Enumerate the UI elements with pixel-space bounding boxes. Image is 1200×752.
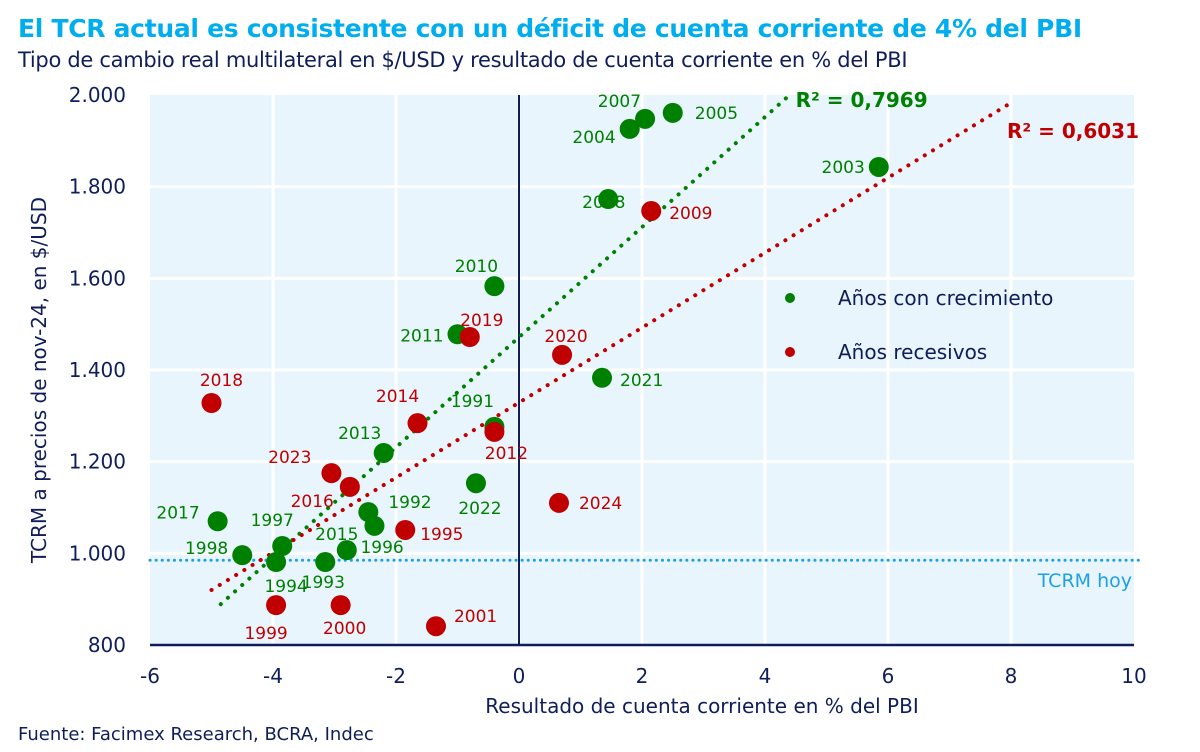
x-tick-label: -6 <box>140 664 160 688</box>
point-label-2013: 2013 <box>338 424 381 444</box>
point-label-2008: 2008 <box>582 193 625 213</box>
data-point-2012 <box>484 421 505 442</box>
point-label-1992: 1992 <box>388 493 431 513</box>
data-point-2024 <box>548 492 569 513</box>
tcrm-hoy-label: TCRM hoy <box>1037 570 1132 592</box>
point-label-1996: 1996 <box>360 538 403 558</box>
point-label-2020: 2020 <box>544 327 587 347</box>
data-point-2009 <box>641 200 662 221</box>
y-tick-label: 2.000 <box>69 83 126 107</box>
data-point-2016 <box>339 476 360 497</box>
point-label-2014: 2014 <box>376 387 419 407</box>
point-label-2024: 2024 <box>579 494 622 514</box>
source-note: Fuente: Facimex Research, BCRA, Indec <box>18 724 374 745</box>
y-tick-label: 1.600 <box>69 266 126 290</box>
point-label-2011: 2011 <box>400 326 443 346</box>
y-tick-label: 1.000 <box>69 541 126 565</box>
legend-marker-recession <box>785 347 795 357</box>
x-tick-label: 0 <box>513 664 526 688</box>
data-points <box>201 102 889 637</box>
data-point-2007 <box>635 108 656 129</box>
legend-label-growth: Años con crecimiento <box>838 286 1053 310</box>
data-point-1997 <box>272 536 293 556</box>
x-tick-label: -2 <box>386 664 406 688</box>
legend-marker-growth <box>785 293 795 303</box>
x-tick-label: 6 <box>882 664 895 688</box>
point-label-2005: 2005 <box>695 104 738 124</box>
data-point-2001 <box>425 616 446 637</box>
r2-label-growth: R² = 0,7969 <box>796 88 928 112</box>
y-tick-label: 800 <box>88 633 126 657</box>
x-tick-label: 8 <box>1005 664 1018 688</box>
tick-labels: -6 -4 -2 0 2 4 6 8 10 800 1.000 1.200 1.400 1.600 1.80… <box>69 83 1147 688</box>
chart-subtitle: Tipo de cambio real multilateral en $/US… <box>18 48 908 72</box>
point-label-2016: 2016 <box>291 492 334 512</box>
data-point-2021 <box>592 367 613 388</box>
point-label-1993: 1993 <box>302 573 345 593</box>
point-label-2009: 2009 <box>669 204 712 224</box>
data-point-2013 <box>373 442 394 463</box>
data-point-2004 <box>619 118 640 139</box>
x-tick-label: 4 <box>759 664 772 688</box>
point-label-2010: 2010 <box>455 257 498 277</box>
data-point-2014 <box>407 413 428 434</box>
point-label-2021: 2021 <box>620 371 663 391</box>
data-point-2010 <box>484 276 505 297</box>
data-point-2019 <box>459 327 480 347</box>
data-point-1995 <box>395 519 416 540</box>
point-label-2007: 2007 <box>598 92 641 112</box>
point-label-2019: 2019 <box>460 311 503 331</box>
point-label-1991: 1991 <box>451 392 494 412</box>
data-point-2015 <box>336 540 357 561</box>
legend-label-recession: Años recesivos <box>838 340 987 364</box>
point-label-2004: 2004 <box>572 128 615 148</box>
data-point-2022 <box>465 473 486 494</box>
x-tick-label: 2 <box>636 664 649 688</box>
data-point-1998 <box>232 545 253 566</box>
x-tick-label: -4 <box>263 664 283 688</box>
point-label-1994: 1994 <box>264 577 307 597</box>
data-point-1993 <box>315 552 336 573</box>
data-point-1996 <box>364 515 385 536</box>
point-label-2003: 2003 <box>822 158 865 178</box>
y-tick-label: 1.400 <box>69 358 126 382</box>
point-label-1998: 1998 <box>185 539 228 559</box>
legend: Años con crecimiento Años recesivos <box>785 286 1053 364</box>
point-label-2015: 2015 <box>315 525 358 545</box>
data-point-2018 <box>201 393 222 413</box>
data-point-2000 <box>330 595 351 616</box>
point-label-2000: 2000 <box>323 619 366 639</box>
data-point-1994 <box>266 552 287 573</box>
point-label-1995: 1995 <box>420 525 463 545</box>
tcrm-hoy-reference: TCRM hoy <box>148 558 1142 592</box>
y-axis-title: TCRM a precios de nov-24, en $/USD <box>27 197 51 564</box>
y-tick-label: 1.200 <box>69 450 126 474</box>
data-point-2005 <box>662 102 683 123</box>
point-label-2018: 2018 <box>200 371 243 391</box>
y-tick-label: 1.800 <box>69 175 126 199</box>
x-axis-title: Resultado de cuenta corriente en % del P… <box>485 694 918 718</box>
r2-label-recession: R² = 0,6031 <box>1007 119 1139 143</box>
point-label-2001: 2001 <box>454 607 497 627</box>
trendlines: R² = 0,7969 R² = 0,6031 <box>209 88 1139 607</box>
data-point-2003 <box>868 156 889 177</box>
point-label-2017: 2017 <box>156 503 199 523</box>
data-point-2008 <box>598 189 619 210</box>
data-point-2020 <box>552 344 573 365</box>
data-point-2023 <box>321 463 342 484</box>
x-tick-label: 10 <box>1121 664 1146 688</box>
point-label-2012: 2012 <box>485 444 528 464</box>
point-label-1997: 1997 <box>251 511 294 531</box>
axes <box>150 95 1134 647</box>
point-label-2022: 2022 <box>458 499 501 519</box>
point-label-1999: 1999 <box>244 624 287 644</box>
point-label-2023: 2023 <box>268 448 311 468</box>
data-point-2017 <box>207 511 228 532</box>
data-point-1999 <box>266 595 287 616</box>
chart-title: El TCR actual es consistente con un défi… <box>18 14 1082 43</box>
